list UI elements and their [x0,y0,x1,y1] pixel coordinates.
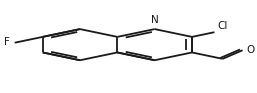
Text: F: F [4,37,10,47]
Text: Cl: Cl [217,21,227,31]
Text: N: N [151,15,159,25]
Text: O: O [246,45,255,55]
